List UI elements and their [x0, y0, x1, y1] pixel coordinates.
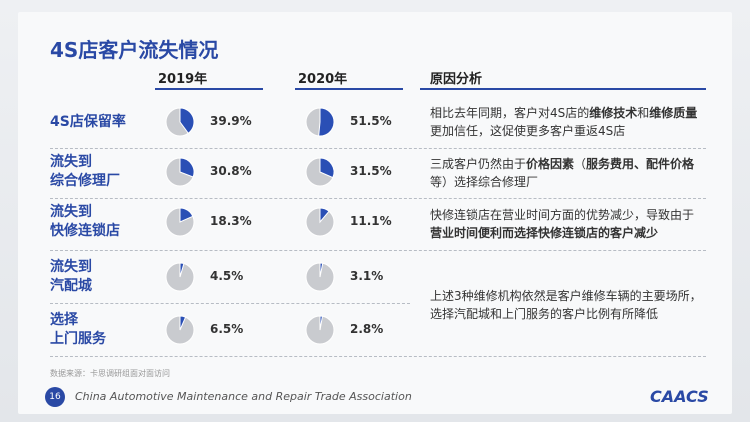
pie-slice	[179, 262, 185, 278]
reason-segment: 服务费用、配件价格	[586, 157, 695, 171]
pie	[305, 262, 335, 292]
row-separator	[50, 250, 706, 251]
reason-segment: 维修质量	[649, 106, 698, 120]
logo: CAACS	[650, 387, 709, 406]
pie	[165, 207, 195, 237]
row-label-line: 流失到	[50, 259, 92, 275]
organization: China Automotive Maintenance and Repair …	[75, 390, 412, 403]
pie-slice	[319, 262, 324, 278]
row-label-line: 4S店保留率	[50, 113, 126, 130]
reason-segment: 维修技术	[589, 106, 638, 120]
pie	[305, 157, 335, 187]
pie	[305, 107, 335, 137]
row-label-line: 汽配城	[50, 278, 92, 294]
card	[18, 12, 732, 414]
source: 数据来源：卡思调研组面对面访问	[50, 369, 170, 378]
reason-segment: 三成客户仍然由于	[430, 157, 527, 171]
row-label-line: 快修连锁店	[50, 223, 120, 239]
value-label: 51.5%	[350, 114, 392, 128]
header: 2020年	[298, 72, 348, 87]
header: 原因分析	[430, 72, 483, 87]
pie-slice	[179, 157, 195, 178]
reason-segment: 更加信任，这促使更多客户重返4S店	[430, 124, 626, 138]
pie	[165, 107, 195, 137]
pie-slice	[179, 107, 195, 134]
row-label: 4S店保留率	[50, 113, 126, 132]
value-label: 30.8%	[210, 164, 252, 178]
row-label: 流失到 综合修理厂	[50, 153, 120, 191]
reason-segment: 价格因素	[526, 157, 575, 171]
page-number: 16	[45, 387, 65, 407]
reason-segment: 营业时间便利而选择快修连锁店的客户减少	[430, 226, 659, 240]
reason-segment: 上述3种维修机构依然是客户维修车辆的主要场所，选择汽配城和上门服务的客户比例有所…	[430, 289, 702, 321]
value-label: 3.1%	[350, 269, 384, 283]
pie-slice	[318, 107, 335, 137]
row-label: 选择 上门服务	[50, 311, 106, 349]
row-separator	[50, 148, 706, 149]
value-label: 18.3%	[210, 214, 252, 228]
pie	[165, 262, 195, 292]
value-label: 2.8%	[350, 322, 384, 336]
reason-segment: 等）选择综合修理厂	[430, 175, 539, 189]
value-label: 31.5%	[350, 164, 392, 178]
reason-text: 快修连锁店在营业时间方面的优势减少，导致由于营业时间便利而选择快修连锁店的客户减…	[430, 206, 706, 242]
pie	[305, 315, 335, 345]
value-label: 6.5%	[210, 322, 244, 336]
row-label: 流失到 快修连锁店	[50, 203, 120, 241]
row-separator	[50, 303, 410, 304]
reason-text: 相比去年同期，客户对4S店的维修技术和维修质量更加信任，这促使更多客户重返4S店	[430, 104, 706, 140]
pie-slice	[319, 207, 330, 224]
row-separator	[50, 356, 706, 357]
row-label-line: 选择	[50, 312, 78, 328]
reason-text: 上述3种维修机构依然是客户维修车辆的主要场所，选择汽配城和上门服务的客户比例有所…	[430, 287, 706, 323]
row-label-line: 综合修理厂	[50, 173, 120, 189]
pie	[165, 315, 195, 345]
pie-slice	[179, 207, 194, 223]
value-label: 39.9%	[210, 114, 252, 128]
reason-segment: 快修连锁店在营业时间方面的优势减少，导致由于	[430, 208, 695, 222]
header-underline	[295, 88, 403, 90]
row-separator	[50, 198, 706, 199]
title: 4S店客户流失情况	[50, 38, 219, 62]
row-label-line: 流失到	[50, 154, 92, 170]
reason-segment: 相比去年同期，客户对4S店的	[430, 106, 590, 120]
row-label-line: 上门服务	[50, 331, 106, 347]
value-label: 4.5%	[210, 269, 244, 283]
pie-slice	[179, 315, 187, 331]
header: 2019年	[158, 72, 208, 87]
value-label: 11.1%	[350, 214, 392, 228]
reason-segment: （	[574, 157, 587, 171]
pie-slice	[319, 315, 324, 331]
row-label-line: 流失到	[50, 204, 92, 220]
pie	[305, 207, 335, 237]
header-underline	[155, 88, 263, 90]
row-label: 流失到 汽配城	[50, 258, 92, 296]
header-underline	[420, 88, 706, 90]
pie	[165, 157, 195, 187]
reason-text: 三成客户仍然由于价格因素（服务费用、配件价格等）选择综合修理厂	[430, 155, 706, 191]
reason-segment: 和	[637, 106, 650, 120]
pie-slice	[319, 157, 335, 179]
